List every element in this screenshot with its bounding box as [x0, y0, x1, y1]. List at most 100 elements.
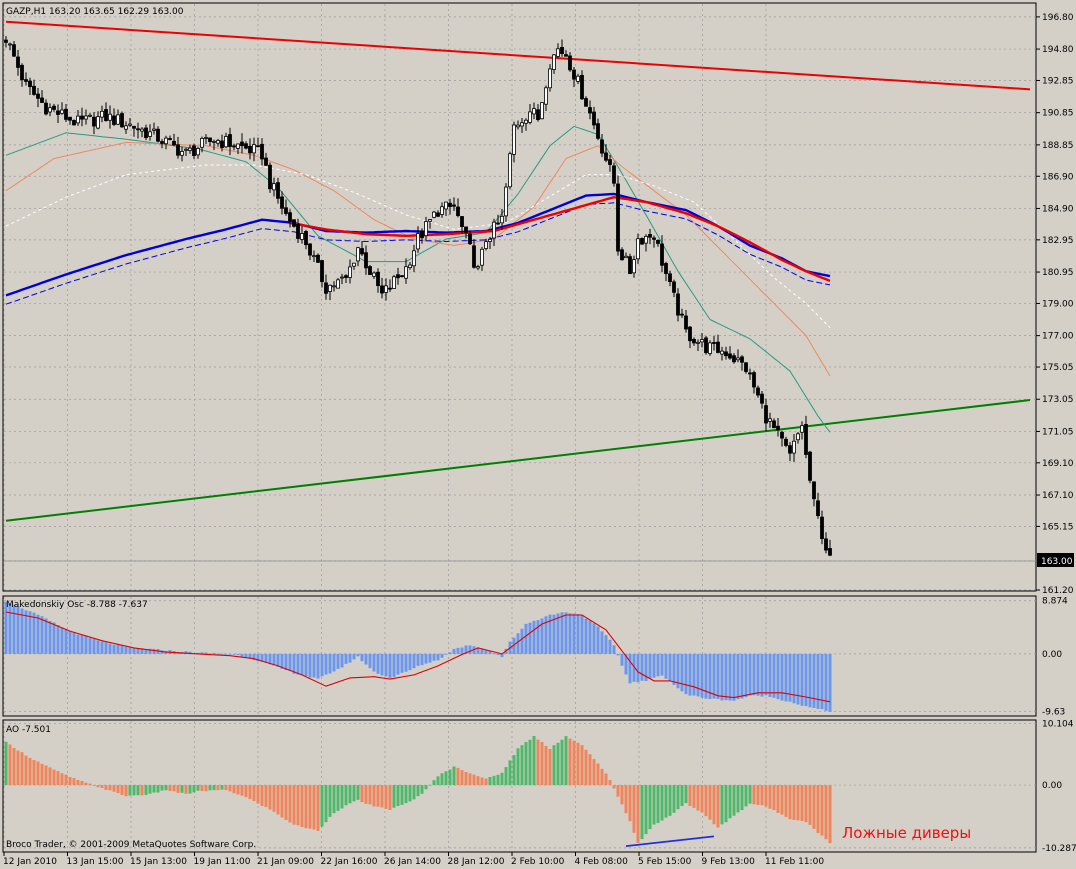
- ao-bar: [200, 785, 204, 792]
- osc-bar: [796, 653, 800, 705]
- ao-bar: [92, 785, 96, 786]
- candle-body: [456, 206, 460, 217]
- ao-bar: [52, 769, 56, 786]
- osc-bar: [100, 641, 104, 654]
- copyright-text: Broco Trader, © 2001-2009 MetaQuotes Sof…: [6, 840, 256, 850]
- candle: [44, 99, 48, 116]
- candle: [780, 430, 784, 447]
- ao-bar: [720, 785, 724, 825]
- ao-bar: [724, 785, 728, 823]
- candle: [688, 326, 692, 349]
- candle-body: [116, 114, 120, 125]
- candle: [760, 391, 764, 409]
- ao-bar: [684, 785, 688, 804]
- osc-bar: [732, 653, 736, 701]
- osc-bar: [772, 653, 776, 698]
- candle: [736, 349, 740, 363]
- osc-bar: [360, 653, 364, 662]
- candle: [460, 216, 464, 234]
- candle: [92, 112, 96, 135]
- ao-bar: [204, 785, 208, 792]
- ao-bar: [644, 785, 648, 835]
- candle-body: [284, 207, 288, 214]
- ao-histogram: [4, 735, 832, 848]
- candle: [356, 246, 360, 267]
- ao-bar: [364, 785, 368, 804]
- ao-bar: [104, 785, 108, 790]
- ao-bar: [712, 785, 716, 825]
- ao-bar: [616, 785, 620, 797]
- candle: [572, 66, 576, 88]
- price-axis: 196.80 194.80 192.85 190.85 188.85 186.90 184.…: [1036, 13, 1076, 854]
- candle-body: [416, 233, 420, 250]
- price-tick-label: 171.05: [1042, 427, 1074, 437]
- ao-bar: [580, 745, 584, 786]
- candle: [624, 252, 628, 259]
- candle: [664, 261, 668, 282]
- candle-body: [152, 128, 156, 131]
- candle: [604, 144, 608, 163]
- candle-body: [420, 230, 424, 239]
- candle-body: [380, 285, 384, 294]
- candle: [48, 103, 52, 117]
- ao-bar: [716, 785, 720, 828]
- candle-body: [796, 433, 800, 441]
- candle-body: [108, 113, 112, 121]
- candle-body: [748, 372, 752, 375]
- time-tick-label: 12 Jan 2010: [3, 857, 57, 867]
- candle-body: [280, 196, 284, 209]
- ao-bar: [20, 752, 24, 786]
- osc-bar: [412, 653, 416, 669]
- ao-bar: [752, 785, 756, 805]
- osc-bar: [544, 616, 548, 654]
- ao-bar: [600, 768, 604, 786]
- osc-bar: [492, 653, 496, 655]
- candle: [336, 277, 340, 289]
- price-tick-label: 194.80: [1042, 45, 1074, 55]
- candle-body: [604, 152, 608, 161]
- candle: [24, 72, 28, 86]
- candle-body: [536, 109, 540, 120]
- osc-header: Makedonskiy Osc -8.788 -7.637: [6, 600, 148, 610]
- candle: [80, 107, 84, 127]
- last-price-box: [1037, 553, 1074, 567]
- ao-bar: [816, 785, 820, 833]
- candle: [120, 111, 124, 128]
- ao-bar: [440, 773, 444, 786]
- ao-bar: [804, 785, 808, 823]
- ao-bar: [168, 785, 172, 792]
- osc-bar: [372, 653, 376, 672]
- price-pane-frame: [2, 2, 1037, 592]
- candle: [644, 234, 648, 252]
- osc-bar: [236, 653, 240, 656]
- candle-body: [652, 237, 656, 240]
- candle: [600, 133, 604, 158]
- osc-bar: [520, 628, 524, 654]
- osc-bar: [324, 653, 328, 675]
- candle: [720, 346, 724, 361]
- candle: [612, 162, 616, 187]
- candle-body: [600, 139, 604, 154]
- osc-bar: [664, 653, 668, 679]
- osc-bar: [560, 612, 564, 654]
- ao-bar: [544, 745, 548, 786]
- ao-bar: [780, 785, 784, 815]
- ao-bar: [132, 785, 136, 796]
- candle-body: [664, 263, 668, 274]
- candle-body: [452, 204, 456, 207]
- osc-bar: [276, 653, 280, 667]
- candle-body: [288, 212, 292, 222]
- candle-body: [264, 157, 268, 166]
- candle-body: [440, 206, 444, 215]
- ao-bar: [284, 785, 288, 820]
- osc-bar: [364, 653, 368, 665]
- time-tick-label: 26 Jan 14:00: [384, 857, 441, 867]
- osc-bar: [496, 653, 500, 655]
- candle: [292, 219, 296, 228]
- candle-body: [320, 260, 324, 283]
- ao-bar: [208, 785, 212, 791]
- osc-bar: [64, 628, 68, 654]
- candle-body: [824, 538, 828, 551]
- osc-bar: [60, 627, 64, 654]
- candle-body: [676, 293, 680, 316]
